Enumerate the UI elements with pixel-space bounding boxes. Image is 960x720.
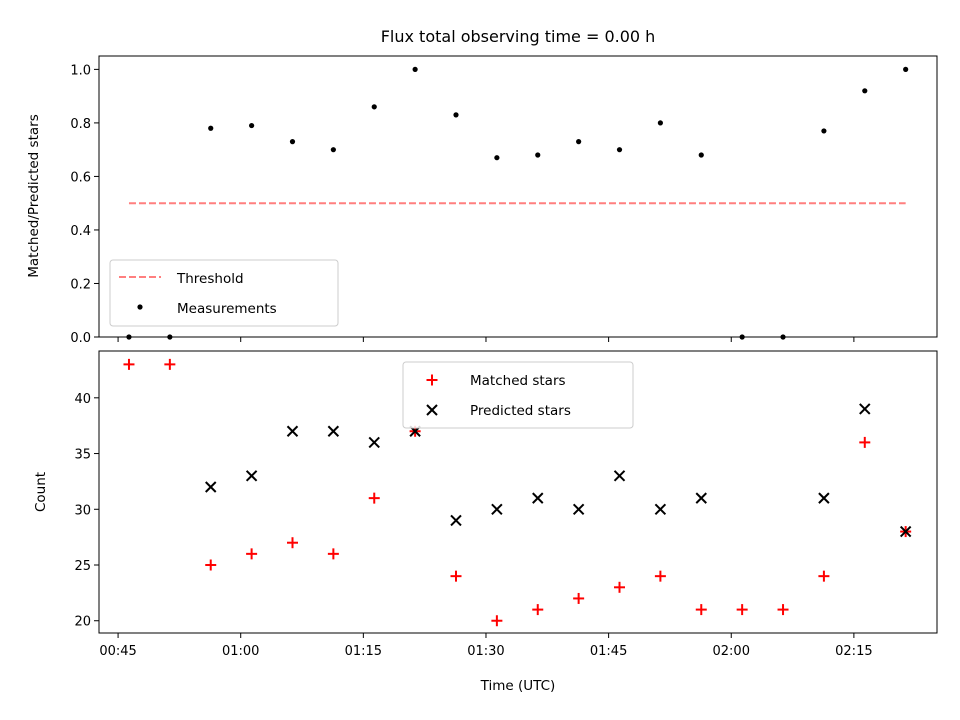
predicted-stars-point: [368, 436, 380, 449]
matched-stars-point: [327, 548, 339, 560]
predicted-stars-point: [899, 525, 912, 538]
matched-stars-point: [695, 604, 707, 616]
legend-matched-swatch: [426, 374, 438, 386]
matched-stars-point: [123, 358, 135, 370]
matched-stars-point: [573, 592, 585, 604]
predicted-stars-point: [654, 503, 667, 515]
x-tick-label: 02:00: [713, 644, 750, 659]
matched-stars-point: [736, 604, 748, 616]
x-tick-label: 01:45: [590, 644, 627, 659]
bottom-axes: 20 25 30 35 40 00:45 01:00 01:15 01:30 01:45 02:00…: [74, 350, 938, 659]
x-axis-label: Time (UTC): [480, 678, 556, 694]
x-tick-label: 01:30: [467, 644, 504, 659]
y-tick-label: 0.2: [70, 277, 91, 292]
measurement-point: [330, 147, 336, 153]
bottom-y-axis-label: Count: [33, 472, 49, 512]
bottom-legend: Matched stars Predicted stars: [402, 361, 634, 429]
measurement-point: [412, 66, 418, 72]
matched-stars-point: [450, 570, 462, 582]
matched-stars-point: [491, 615, 503, 627]
measurement-point: [657, 120, 663, 126]
bottom-axes-frame: [98, 350, 938, 634]
legend-box: [109, 259, 339, 327]
predicted-stars-point: [695, 492, 707, 504]
legend-threshold-label: Threshold: [176, 271, 244, 287]
matched-stars-point: [859, 436, 871, 448]
x-tick-label: 01:00: [222, 644, 259, 659]
matched-stars-point: [777, 604, 789, 616]
y-tick-label: 0.4: [70, 224, 91, 239]
top-y-axis-label: Matched/Predicted stars: [26, 114, 42, 277]
y-tick-label: 25: [74, 559, 91, 574]
predicted-stars-point: [572, 503, 585, 515]
measurement-point: [208, 125, 214, 131]
measurement-point: [289, 139, 296, 145]
y-tick-label: 0.0: [70, 331, 91, 346]
matched-stars-point: [246, 548, 258, 560]
legend-matched-label: Matched stars: [470, 373, 566, 389]
y-tick-label: 0.8: [70, 117, 91, 132]
legend-box: [402, 361, 634, 429]
y-tick-label: 40: [74, 392, 91, 407]
predicted-stars-point: [532, 492, 544, 504]
legend-predicted-label: Predicted stars: [470, 403, 571, 419]
y-tick-label: 35: [74, 448, 91, 463]
matched-stars-point: [614, 581, 626, 593]
x-tick-label: 01:15: [345, 644, 382, 659]
predicted-stars-point: [613, 470, 626, 482]
measurement-point: [821, 128, 827, 134]
predicted-stars-point: [818, 492, 830, 504]
legend-predicted-swatch: [426, 404, 438, 416]
predicted-stars-point: [491, 503, 503, 515]
measurement-point: [494, 155, 500, 161]
matched-stars-point: [368, 492, 380, 504]
measurement-point: [249, 122, 255, 129]
predicted-stars-point: [245, 470, 258, 482]
legend-measurements-label: Measurements: [177, 301, 277, 317]
matched-stars-point: [654, 570, 666, 582]
measurement-point: [371, 104, 377, 110]
predicted-stars-point: [205, 481, 217, 493]
predicted-stars-point: [450, 514, 462, 527]
top-axes-frame: [98, 55, 938, 338]
predicted-stars-point: [286, 425, 299, 437]
measurement-point: [903, 66, 909, 72]
predicted-stars-point: [327, 425, 340, 437]
measurement-point: [576, 139, 582, 145]
matched-stars-point: [532, 604, 544, 616]
measurement-point: [453, 112, 459, 118]
measurement-point: [862, 88, 868, 94]
x-tick-label: 00:45: [99, 644, 136, 659]
predicted-stars-point: [859, 403, 871, 415]
y-tick-label: 20: [74, 615, 91, 630]
measurement-point: [698, 152, 704, 158]
measurement-point: [616, 147, 623, 153]
matched-stars-point: [164, 358, 176, 370]
matched-stars-point: [205, 559, 217, 571]
top-legend: Threshold Measurements: [109, 259, 339, 327]
measurement-point: [535, 152, 541, 158]
matched-stars-point: [286, 537, 298, 549]
x-tick-label: 02:15: [835, 644, 872, 659]
matched-stars-point: [818, 570, 830, 582]
y-tick-label: 1.0: [70, 63, 91, 78]
legend-measurements-swatch: [137, 304, 143, 310]
chart-title: Flux total observing time = 0.00 h: [381, 27, 656, 46]
top-axes: 0.0 0.2 0.4 0.6 0.8 1.0 Threshold Measurements: [70, 55, 938, 346]
y-tick-label: 0.6: [70, 170, 91, 185]
y-tick-label: 30: [74, 503, 91, 518]
